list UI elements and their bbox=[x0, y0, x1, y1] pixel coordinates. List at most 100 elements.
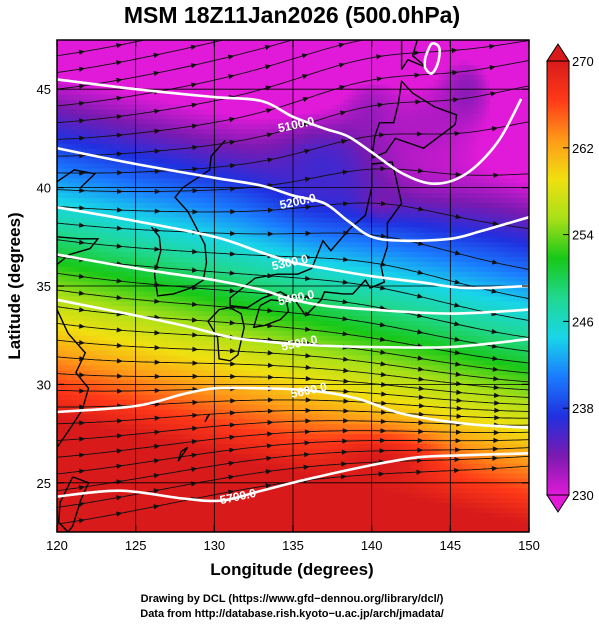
temperature-cell bbox=[167, 428, 172, 435]
temperature-cell bbox=[76, 231, 82, 238]
temperature-cell bbox=[202, 153, 208, 159]
temperature-cell bbox=[226, 153, 231, 159]
temperature-cell bbox=[155, 404, 160, 410]
temperature-cell bbox=[178, 167, 184, 174]
temperature-cell bbox=[186, 217, 192, 223]
temperature-cell bbox=[171, 231, 176, 238]
temperature-cell bbox=[163, 236, 168, 243]
temperature-cell bbox=[230, 217, 235, 223]
temperature-cell bbox=[68, 468, 74, 474]
temperature-cell bbox=[241, 202, 247, 208]
temperature-cell bbox=[241, 354, 247, 361]
temperature-cell bbox=[92, 345, 97, 351]
temperature-cell bbox=[76, 379, 82, 385]
temperature-cell bbox=[163, 197, 168, 203]
temperature-cell bbox=[159, 226, 164, 233]
temperature-cell bbox=[151, 276, 156, 282]
temperature-cell bbox=[190, 49, 196, 56]
temperature-cell bbox=[222, 241, 227, 248]
temperature-cell bbox=[155, 477, 160, 484]
temperature-cell bbox=[131, 286, 137, 292]
temperature-cell bbox=[116, 286, 121, 292]
temperature-cell bbox=[127, 167, 133, 174]
temperature-cell bbox=[218, 507, 223, 513]
temperature-cell bbox=[92, 44, 97, 51]
temperature-cell bbox=[171, 300, 176, 307]
temperature-cell bbox=[123, 148, 129, 154]
temperature-cell bbox=[198, 335, 204, 341]
temperature-cell bbox=[230, 89, 235, 95]
temperature-cell bbox=[123, 315, 129, 322]
temperature-cell bbox=[96, 40, 101, 46]
temperature-cell bbox=[76, 118, 82, 125]
temperature-cell bbox=[80, 44, 86, 51]
temperature-cell bbox=[230, 79, 235, 85]
temperature-cell bbox=[76, 271, 82, 277]
temperature-cell bbox=[143, 399, 149, 405]
temperature-cell bbox=[167, 79, 172, 85]
temperature-cell bbox=[151, 182, 156, 189]
temperature-cell bbox=[60, 438, 66, 445]
temperature-cell bbox=[151, 217, 156, 223]
temperature-cell bbox=[218, 246, 223, 253]
temperature-cell bbox=[76, 54, 82, 61]
temperature-cell bbox=[194, 261, 200, 267]
temperature-cell bbox=[167, 527, 172, 532]
temperature-cell bbox=[147, 349, 152, 356]
temperature-cell bbox=[119, 354, 125, 361]
temperature-cell bbox=[76, 345, 82, 351]
temperature-cell bbox=[131, 94, 137, 100]
temperature-cell bbox=[108, 271, 113, 277]
temperature-cell bbox=[112, 64, 117, 71]
temperature-cell bbox=[241, 468, 247, 474]
temperature-cell bbox=[249, 349, 255, 356]
temperature-cell bbox=[112, 143, 117, 149]
temperature-cell bbox=[194, 409, 200, 415]
temperature-cell bbox=[76, 517, 82, 523]
temperature-cell bbox=[171, 241, 176, 248]
temperature-cell bbox=[198, 261, 204, 267]
temperature-cell bbox=[175, 492, 180, 499]
temperature-cell bbox=[135, 118, 141, 125]
temperature-cell bbox=[175, 295, 180, 302]
temperature-cell bbox=[96, 286, 101, 292]
temperature-cell bbox=[60, 103, 66, 110]
temperature-cell bbox=[135, 468, 141, 474]
temperature-cell bbox=[119, 482, 125, 489]
temperature-cell bbox=[222, 345, 227, 351]
temperature-cell bbox=[218, 59, 223, 66]
temperature-cell bbox=[171, 448, 176, 454]
temperature-cell bbox=[76, 399, 82, 405]
temperature-cell bbox=[76, 423, 82, 430]
temperature-cell bbox=[108, 158, 113, 164]
temperature-cell bbox=[135, 123, 141, 130]
temperature-cell bbox=[57, 453, 62, 459]
temperature-cell bbox=[88, 443, 93, 449]
temperature-cell bbox=[60, 118, 66, 125]
temperature-cell bbox=[194, 320, 200, 326]
temperature-cell bbox=[202, 517, 208, 523]
temperature-cell bbox=[186, 315, 192, 322]
temperature-cell bbox=[147, 79, 152, 85]
temperature-cell bbox=[241, 463, 247, 469]
temperature-cell bbox=[131, 231, 137, 238]
temperature-cell bbox=[131, 290, 137, 297]
temperature-cell bbox=[222, 49, 227, 56]
temperature-cell bbox=[241, 128, 247, 135]
temperature-cell bbox=[159, 212, 164, 218]
temperature-cell bbox=[96, 59, 101, 66]
temperature-cell bbox=[135, 482, 141, 489]
temperature-cell bbox=[64, 330, 70, 336]
temperature-cell bbox=[245, 463, 251, 469]
temperature-cell bbox=[226, 133, 231, 139]
temperature-cell bbox=[57, 118, 62, 125]
temperature-cell bbox=[68, 364, 74, 371]
temperature-cell bbox=[123, 172, 129, 179]
temperature-cell bbox=[143, 340, 149, 346]
temperature-cell bbox=[206, 138, 211, 144]
temperature-cell bbox=[171, 335, 176, 341]
temperature-cell bbox=[178, 384, 184, 390]
temperature-cell bbox=[245, 330, 251, 336]
temperature-cell bbox=[68, 99, 74, 105]
temperature-cell bbox=[241, 64, 247, 71]
